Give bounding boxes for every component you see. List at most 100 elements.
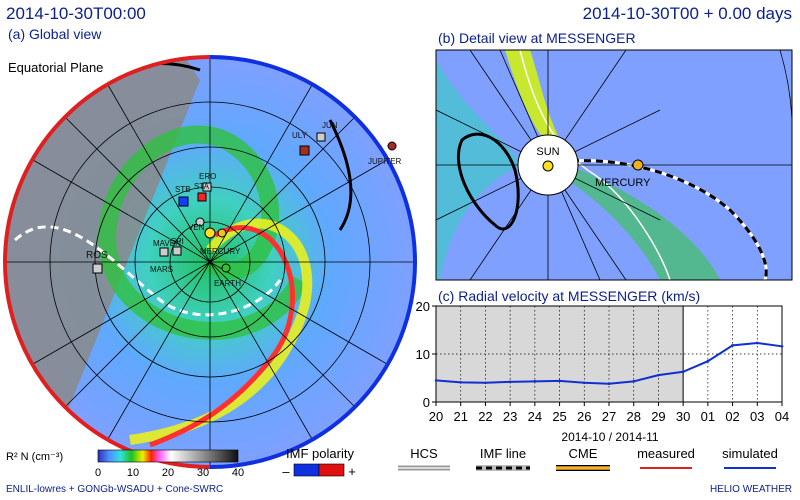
x-tick-label: 23	[503, 409, 517, 424]
simulated-data-point	[657, 373, 660, 377]
object-markers: JUN ULY JUPITER ERO STA STB VEN MAVEN SP…	[86, 121, 402, 288]
panel-a-title: (a) Global view	[8, 26, 102, 42]
x-tick-label: 24	[528, 409, 542, 424]
model-credit: ENLIL-lowres + GONGb-WSADU + Cone-SWRC	[6, 484, 224, 495]
label-spi: SPI	[171, 237, 184, 246]
simulated-data-point	[484, 381, 487, 385]
x-axis-label: 2014-10 / 2014-11	[561, 430, 659, 444]
simulated-data-point	[434, 379, 438, 382]
stream-band	[98, 125, 309, 340]
simulated-data-point	[780, 345, 784, 348]
detail-white-line	[519, 50, 671, 280]
x-tick-label: 03	[750, 409, 764, 424]
y-tick-label: 10	[416, 347, 430, 362]
detail-imf-line	[559, 159, 768, 280]
density-colorbar	[97, 449, 239, 463]
polar-grid	[5, 57, 415, 467]
detail-frame	[435, 49, 793, 281]
detail-view-panel: SUN MERCURY	[435, 49, 793, 281]
imf-negative-swatch	[293, 463, 320, 477]
detail-compression-top	[505, 50, 560, 140]
detail-mercury-marker	[632, 159, 644, 171]
x-tick-label: 21	[453, 409, 467, 424]
sun-marker	[204, 227, 216, 239]
simulated-data-point	[508, 380, 512, 384]
simulated-data-point	[607, 382, 611, 386]
imf-polarity-label: IMF polarity	[286, 446, 354, 461]
simulated-data-point	[632, 380, 636, 383]
x-tick-label: 29	[651, 409, 665, 424]
chart-grid	[436, 306, 782, 402]
detail-stream-bottom	[560, 170, 720, 280]
detail-mercury-label: MERCURY	[595, 177, 651, 189]
simulated-data-point	[755, 341, 759, 345]
label-uly: ULY	[292, 131, 308, 140]
global-view-panel: Equatorial Plane JUN ULY JUPITER ERO STA…	[3, 55, 417, 469]
x-tick-label: 25	[552, 409, 566, 424]
colorbar-label: R² N (cm⁻³)	[6, 451, 63, 463]
label-earth: EARTH	[214, 279, 241, 288]
x-axis-ticks: 20 21 22 23 24 25 26 27 28 29 30 01 02 03 04	[429, 402, 789, 424]
label-ven: VEN	[188, 223, 205, 232]
colorbar-tick-30: 30	[197, 467, 209, 479]
simulated-data-point	[459, 381, 463, 384]
y-tick-label: 20	[416, 299, 430, 314]
y-axis-ticks: 0 10 20	[416, 299, 436, 410]
cme-front	[149, 225, 295, 448]
panel-b-title: (b) Detail view at MESSENGER	[438, 30, 636, 46]
plane-label: Equatorial Plane	[8, 60, 103, 75]
x-tick-label: 27	[602, 409, 616, 424]
simulated-data-point	[558, 379, 561, 383]
x-tick-label: 02	[725, 409, 739, 424]
colorbar-tick-10: 10	[127, 467, 139, 479]
simulated-data-point	[706, 359, 710, 363]
legend: R² N (cm⁻³) 0 10 20 30 40 IMF polarity –…	[6, 446, 778, 479]
imf-minus-sign: –	[282, 464, 290, 479]
boundary-positive-polarity	[209, 55, 417, 469]
label-jun: JUN	[322, 121, 338, 130]
x-tick-label: 20	[429, 409, 443, 424]
label-maven: MAVEN	[153, 239, 181, 248]
detail-grid	[436, 50, 792, 280]
timestamp-title: 2014-10-30T00:00	[6, 4, 146, 23]
label-mars: MARS	[150, 265, 173, 274]
colorbar-tick-40: 40	[232, 467, 244, 479]
imf-plus-sign: +	[348, 464, 356, 479]
x-tick-label: 04	[775, 409, 789, 424]
simulated-data-point	[582, 381, 586, 385]
detail-stream-left	[436, 60, 520, 280]
x-tick-label: 30	[676, 409, 690, 424]
velocity-chart: 20 21 22 23 24 25 26 27 28 29 30 01 02 03 04 0 10 20 201…	[416, 299, 790, 444]
label-stb: STB	[175, 185, 191, 194]
colorbar-tick-20: 20	[162, 467, 174, 479]
hcs-segment-2	[328, 119, 353, 231]
elapsed-time-title: 2014-10-30T00 + 0.00 days	[582, 4, 792, 23]
simulated-data-point	[731, 344, 734, 347]
colorbar-tick-0: 0	[95, 467, 101, 479]
simulated-data-point	[533, 380, 537, 383]
imf-line-legend-label: IMF line	[480, 446, 526, 461]
imf-line	[14, 225, 282, 317]
y-tick-label: 0	[423, 395, 430, 410]
hcs-legend-label: HCS	[410, 446, 438, 461]
simulated-data-point	[681, 370, 685, 374]
x-tick-label: 28	[626, 409, 640, 424]
x-tick-label: 01	[701, 409, 715, 424]
detail-hcs-loop	[456, 132, 520, 231]
brand-credit: HELIO WEATHER	[709, 484, 792, 495]
detail-sun-label: SUN	[536, 146, 559, 158]
detail-sun-marker	[542, 160, 554, 172]
x-tick-label: 22	[478, 409, 492, 424]
label-jupiter: JUPITER	[368, 157, 402, 166]
imf-positive-swatch	[318, 463, 345, 477]
x-tick-label: 26	[577, 409, 591, 424]
simulated-legend-label: simulated	[722, 446, 778, 461]
label-ros: ROS	[86, 250, 108, 261]
cme-legend-label: CME	[569, 446, 598, 461]
panel-c-title: (c) Radial velocity at MESSENGER (km/s)	[438, 288, 701, 304]
label-ero: ERO	[199, 172, 216, 181]
measured-legend-label: measured	[637, 446, 695, 461]
label-sta: STA	[194, 182, 210, 191]
label-mercury: MERCURY	[200, 247, 241, 256]
